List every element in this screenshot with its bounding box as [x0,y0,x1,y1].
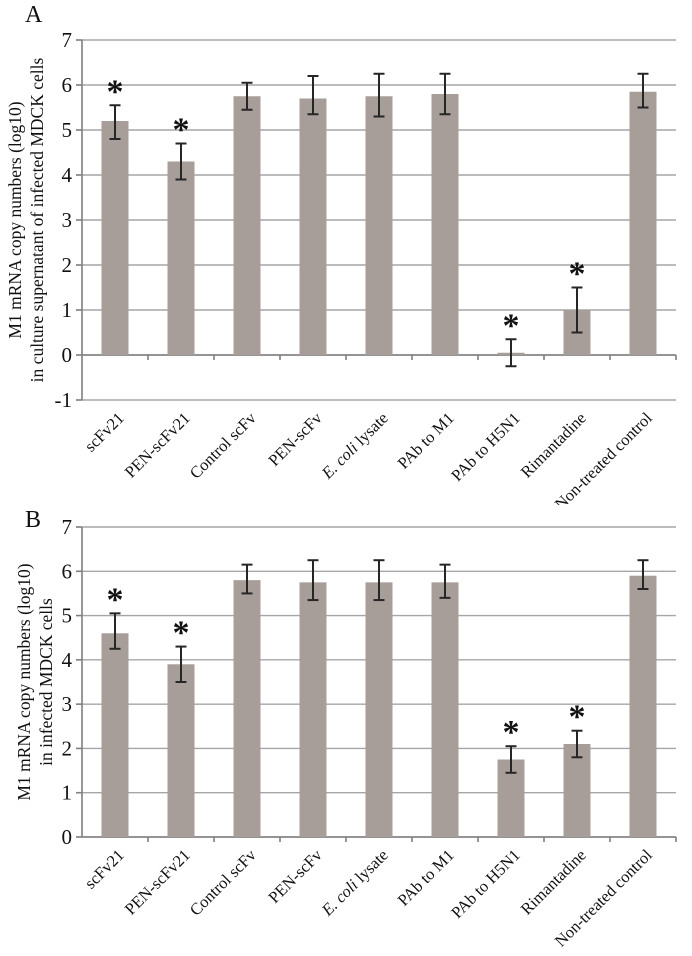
y-axis-title-line: M1 mRNA copy numbers (log10) [14,563,34,800]
bar [101,121,129,355]
y-tick-label: 5 [62,118,73,142]
x-category-label: Rimantadine [517,845,590,918]
significance-asterisk: * [503,714,520,751]
y-tick-label: 2 [62,736,73,760]
x-category-label: PAb to M1 [394,408,458,472]
panel-a: 7 6 5 4 3 2 1 0 -1 * * * * scFv21 PEN-scFv21 Control sc… [5,2,677,505]
x-category-label: E. coli lysate [317,408,392,483]
y-tick-label: 7 [62,515,73,539]
y-tick-label: 4 [62,648,73,672]
bar [299,582,327,837]
y-axis-title-line: M1 mRNA copy numbers (log10) [5,101,25,338]
bar [233,96,261,355]
bar [629,575,657,837]
x-category-label: PEN-scFv21 [121,408,194,481]
y-tick-label: 1 [62,781,73,805]
x-category-label: PAb to H5N1 [447,408,524,485]
bar [365,96,393,355]
x-category-label: scFv21 [81,845,128,892]
bar [299,98,327,355]
y-axis-title-line: in culture supernatant of infected MDCK … [27,58,47,383]
significance-asterisk: * [107,581,124,618]
x-category-label: PAb to H5N1 [447,845,524,922]
y-tick-label: 0 [62,343,73,367]
panel-b: 7 6 5 4 3 2 1 0 * * * * scFv21 PEN-scFv21 Control scFv… [0,505,692,956]
bar [167,161,195,355]
y-tick-label: 5 [62,604,73,628]
bar [431,582,459,837]
y-tick-label: 3 [62,692,73,716]
significance-asterisk: * [503,307,520,344]
bar [563,744,591,837]
x-category-label: PEN-scFv [264,408,326,470]
y-tick-label: 2 [62,253,73,277]
panel-b-label: B [25,507,42,533]
bar [629,91,657,355]
y-tick-label: 3 [62,208,73,232]
panel-a-label: A [25,2,43,28]
bar [167,664,195,837]
x-category-label: Control scFv [186,845,261,920]
y-tick-label: 7 [62,28,73,52]
significance-asterisk: * [569,699,586,736]
significance-asterisk: * [173,112,190,149]
x-category-label: scFv21 [81,408,128,455]
significance-asterisk: * [107,73,124,110]
bar [101,633,129,837]
y-axis-title-line: in infected MDCK cells [36,598,56,766]
x-category-label: PAb to M1 [394,845,458,909]
x-category-label: E. coli lysate [317,845,392,920]
x-category-label: PEN-scFv21 [121,845,194,918]
x-category-label: Rimantadine [517,408,590,481]
x-category-label: Control scFv [186,408,261,483]
significance-asterisk: * [569,256,586,293]
y-tick-label: 0 [62,825,73,849]
y-tick-label: 6 [62,559,73,583]
bar [431,94,459,355]
significance-asterisk: * [173,615,190,652]
y-tick-label: 6 [62,73,73,97]
x-category-label: PEN-scFv [264,845,326,907]
bar [365,582,393,837]
bar [233,580,261,837]
y-tick-label: 1 [62,298,73,322]
y-tick-label: -1 [55,388,73,412]
y-tick-label: 4 [62,163,73,187]
